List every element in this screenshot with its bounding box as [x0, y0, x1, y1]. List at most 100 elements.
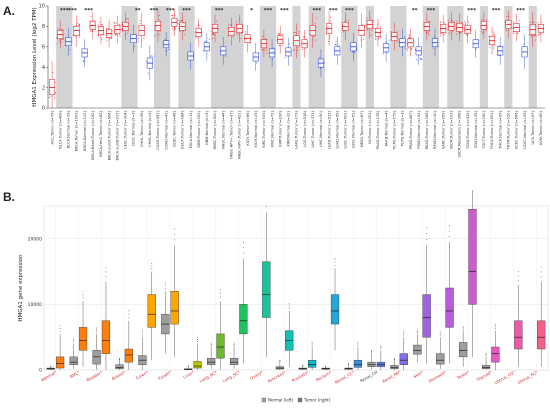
data-point	[297, 47, 299, 49]
data-point	[108, 28, 110, 30]
data-point	[419, 58, 421, 60]
x-tick-label: Testis*	[455, 370, 470, 381]
data-point	[523, 43, 525, 45]
data-point	[54, 97, 56, 99]
normal-outlier	[141, 334, 143, 336]
data-point	[354, 51, 356, 53]
x-tick-label: Liver*	[182, 370, 195, 380]
tumor-outlier	[174, 239, 176, 241]
data-point	[538, 34, 540, 36]
x-tick-label: KIRP.Normal (n=32)	[287, 110, 291, 146]
tumor-outlier	[494, 324, 496, 326]
data-point	[386, 52, 388, 54]
data-point	[58, 40, 60, 42]
data-point	[329, 37, 331, 39]
data-point	[228, 24, 230, 26]
x-tick-label: PCPG.Tumor (n=179)	[392, 110, 396, 149]
x-tick-label: THYM.Tumor (n=120)	[507, 110, 511, 150]
x-tick-label: Renal_PA*	[381, 370, 401, 384]
x-tick-label: BRCA-Basal.Tumor (n=190)	[91, 110, 95, 160]
tumor-box	[330, 294, 340, 325]
tumor-box	[78, 327, 88, 351]
data-point	[455, 20, 457, 22]
data-point	[235, 21, 238, 23]
tumor-outlier	[311, 341, 313, 343]
data-point	[370, 34, 372, 36]
significance-mark: ***	[150, 8, 159, 14]
x-tick-label: TGCT.Tumor (n=150)	[482, 110, 486, 149]
data-point	[380, 25, 382, 27]
panel-b-letter: B.	[3, 190, 15, 204]
group-shade-band	[56, 6, 73, 108]
y-tick-label: 0	[39, 368, 42, 374]
normal-outlier	[371, 352, 372, 354]
x-tick-label: LUSC.Tumor (n=501)	[344, 110, 348, 148]
data-point	[154, 35, 156, 37]
x-tick-label: BRCA-LumA.Tumor (n=564)	[107, 110, 111, 160]
group-shade-band	[390, 6, 407, 108]
data-point	[284, 57, 286, 59]
data-point	[164, 39, 166, 41]
significance-mark: ***	[264, 8, 273, 14]
data-point	[302, 36, 305, 38]
data-point	[82, 60, 85, 63]
data-point	[362, 39, 364, 41]
normal-outlier	[462, 328, 464, 330]
x-tick-label: AML*	[69, 370, 81, 380]
normal-outlier	[210, 345, 212, 347]
data-point	[529, 34, 531, 36]
data-point	[201, 25, 203, 27]
x-tick-label: PRAD.Normal (n=52)	[417, 110, 421, 148]
tumor-outlier	[494, 328, 496, 330]
data-point	[126, 17, 128, 19]
data-point	[143, 37, 145, 40]
normal-outlier	[210, 343, 212, 345]
data-point	[78, 25, 80, 27]
data-point	[278, 45, 280, 47]
normal-outlier	[187, 365, 189, 367]
tumor-outlier	[242, 247, 244, 248]
box-iqr	[49, 79, 56, 95]
data-point	[180, 20, 183, 22]
data-point	[489, 47, 491, 49]
data-point	[329, 38, 331, 40]
x-tick-label: Adrenal*	[40, 370, 58, 383]
x-tick-label: PAAD.Tumor (n=178)	[376, 110, 380, 149]
tumor-outlier	[151, 262, 153, 264]
significance-mark: **	[412, 8, 418, 14]
tumor-box	[193, 361, 202, 369]
tumor-outlier	[357, 341, 359, 343]
data-point	[229, 24, 231, 26]
data-point	[463, 21, 466, 23]
data-point	[74, 35, 76, 37]
x-tick-label: GBM.Tumor (n=153)	[197, 110, 201, 147]
y-tick-label: 8	[42, 24, 45, 30]
data-point	[240, 32, 242, 35]
tumor-outlier	[197, 341, 199, 343]
data-point	[506, 15, 508, 17]
data-point	[158, 19, 160, 21]
data-point	[60, 41, 62, 43]
x-tick-label: UCEC.Tumor (n=545)	[515, 110, 519, 149]
significance-mark: ***	[84, 8, 93, 14]
tumor-outlier	[449, 225, 451, 226]
data-point	[294, 32, 296, 34]
y-axis-title: HMGA1 Expression Level (log2 TPM)	[32, 7, 38, 106]
data-point	[443, 34, 445, 36]
normal-outlier	[393, 357, 395, 359]
data-point	[245, 32, 247, 34]
data-point	[211, 34, 213, 36]
normal-outlier	[119, 358, 120, 359]
tumor-box	[376, 361, 385, 367]
data-point	[513, 21, 515, 23]
data-point	[461, 21, 463, 23]
data-point	[293, 31, 295, 34]
data-point	[293, 48, 295, 50]
group-shade-band	[504, 6, 513, 108]
data-point	[530, 36, 532, 38]
data-point	[209, 39, 211, 41]
normal-outlier	[141, 332, 143, 334]
normal-outlier	[348, 363, 350, 365]
data-point	[91, 29, 93, 31]
group-shade-band	[308, 6, 326, 108]
